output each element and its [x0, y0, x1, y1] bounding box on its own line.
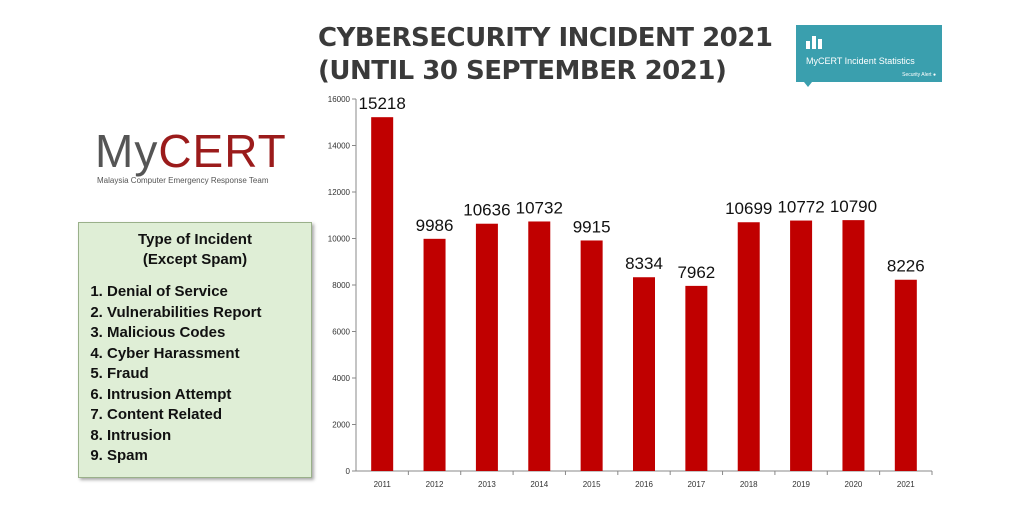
incident-type-item: Content Related [107, 405, 311, 426]
incident-type-item: Intrusion [107, 426, 311, 447]
data-label-2019: 10772 [777, 198, 824, 217]
badge-tail [804, 82, 812, 87]
data-label-2017: 7962 [677, 263, 715, 282]
logo-tagline: Malaysia Computer Emergency Response Tea… [97, 176, 269, 185]
bar-2012 [423, 238, 446, 471]
bar-chart-icon [806, 36, 822, 49]
data-label-2016: 8334 [625, 254, 663, 273]
data-label-2018: 10699 [725, 199, 772, 218]
badge-subtext: Security Alert ● [902, 72, 936, 78]
y-tick-label: 4000 [332, 374, 350, 383]
incident-type-item: Fraud [107, 364, 311, 385]
title-line-1: CYBERSECURITY INCIDENT 2021 [318, 23, 773, 53]
y-tick-label: 14000 [328, 142, 351, 151]
y-tick-label: 12000 [328, 188, 351, 197]
mycert-logo: MyCERT Malaysia Computer Emergency Respo… [95, 125, 287, 185]
data-label-2012: 9986 [416, 216, 454, 235]
incident-type-item: Spam [107, 446, 311, 467]
data-label-2015: 9915 [573, 217, 611, 236]
bar-2019 [790, 220, 813, 471]
bar-2011 [371, 117, 394, 471]
x-tick-label: 2017 [687, 480, 705, 489]
y-tick-label: 8000 [332, 281, 350, 290]
title-line-2: (UNTIL 30 SEPTEMBER 2021) [318, 56, 727, 86]
x-tick-label: 2014 [530, 480, 548, 489]
y-tick-label: 6000 [332, 328, 350, 337]
bar-2014 [528, 221, 551, 471]
incident-statistics-badge[interactable]: MyCERT Incident Statistics Security Aler… [796, 25, 942, 87]
data-label-2021: 8226 [887, 257, 925, 276]
incident-types-box: Type of Incident(Except Spam) Denial of … [78, 222, 312, 478]
incident-type-item: Malicious Codes [107, 323, 311, 344]
badge-title: MyCERT Incident Statistics [806, 56, 915, 66]
x-tick-label: 2021 [897, 480, 915, 489]
x-tick-label: 2016 [635, 480, 653, 489]
x-tick-label: 2011 [374, 480, 392, 489]
x-tick-label: 2019 [792, 480, 810, 489]
bar-2015 [580, 240, 603, 471]
y-tick-label: 2000 [332, 421, 350, 430]
y-tick-label: 0 [346, 467, 351, 476]
bar-2020 [842, 220, 865, 471]
data-label-2011: 15218 [359, 94, 406, 113]
x-tick-label: 2018 [740, 480, 758, 489]
x-tick-label: 2020 [845, 480, 863, 489]
y-tick-label: 16000 [328, 95, 351, 104]
incident-type-item: Denial of Service [107, 282, 311, 303]
page-title: CYBERSECURITY INCIDENT 2021 (UNTIL 30 SE… [318, 22, 773, 88]
bar-2013 [475, 223, 498, 471]
bar-2021 [894, 279, 917, 471]
x-tick-label: 2013 [478, 480, 496, 489]
incident-type-item: Cyber Harassment [107, 344, 311, 365]
x-tick-label: 2012 [426, 480, 444, 489]
incident-type-item: Intrusion Attempt [107, 385, 311, 406]
incident-type-list: Denial of ServiceVulnerabilities ReportM… [79, 282, 311, 467]
bar-2017 [685, 285, 708, 471]
bar-2018 [737, 222, 760, 471]
data-label-2020: 10790 [830, 197, 877, 216]
data-label-2014: 10732 [516, 198, 563, 217]
bar-2016 [633, 277, 655, 471]
data-label-2013: 10636 [463, 201, 510, 220]
x-tick-label: 2015 [583, 480, 601, 489]
y-tick-label: 10000 [328, 235, 351, 244]
incident-type-item: Vulnerabilities Report [107, 303, 311, 324]
